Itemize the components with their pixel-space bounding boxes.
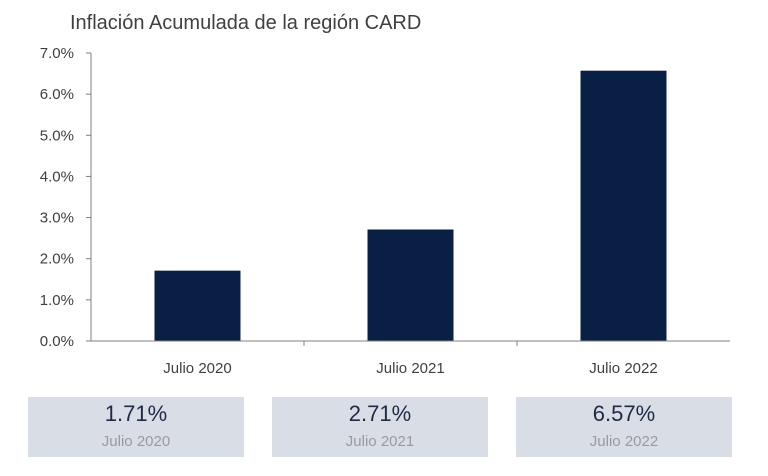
y-tick-label: 7.0%: [40, 45, 74, 62]
summary-value: 1.71%: [104, 401, 168, 426]
y-tick-label: 3.0%: [40, 210, 74, 227]
bar-chart: 0.0% 1.0% 2.0% 3.0% 4.0% 5.0% 6.0% 7.0% Julio 2…: [40, 45, 730, 377]
y-tick-label: 1.0%: [40, 292, 74, 309]
y-tick-label: 6.0%: [40, 86, 74, 103]
x-tick-label: Julio 2021: [376, 360, 444, 377]
y-tick-label: 2.0%: [40, 251, 74, 268]
summary-card-2020: 1.71% Julio 2020: [28, 397, 244, 457]
y-tick-label: 0.0%: [40, 333, 74, 350]
x-axis: Julio 2020 Julio 2021 Julio 2022: [91, 340, 730, 377]
summary-label: Julio 2021: [345, 433, 415, 450]
summary-label: Julio 2020: [101, 433, 171, 450]
bar: [580, 70, 667, 341]
bar: [154, 270, 241, 341]
y-axis: 0.0% 1.0% 2.0% 3.0% 4.0% 5.0% 6.0% 7.0%: [40, 45, 92, 350]
x-tick-label: Julio 2020: [163, 360, 231, 377]
summary-card-2022: 6.57% Julio 2022: [516, 397, 732, 457]
bar: [367, 229, 454, 341]
summary-label: Julio 2022: [589, 433, 659, 450]
chart-title: Inflación Acumulada de la región CARD: [70, 12, 422, 34]
summary-card-2021: 2.71% Julio 2021: [272, 397, 488, 457]
summary-value: 2.71%: [348, 401, 412, 426]
summary-value: 6.57%: [592, 401, 656, 426]
y-tick-label: 4.0%: [40, 168, 74, 185]
bars: [154, 70, 667, 341]
y-tick-label: 5.0%: [40, 127, 74, 144]
x-tick-label: Julio 2022: [589, 360, 657, 377]
